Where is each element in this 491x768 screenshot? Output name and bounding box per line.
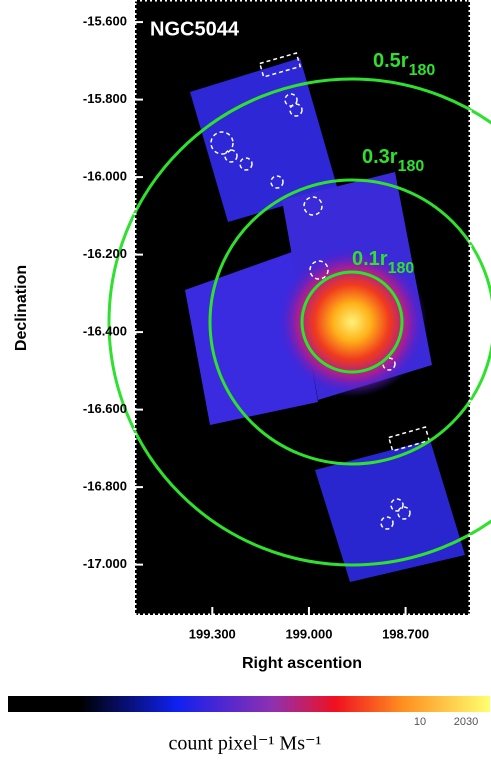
annotation: 0.3r180 bbox=[362, 146, 424, 175]
radius-circles bbox=[107, 77, 491, 567]
annotations: 0.5r180 0.3r180 0.1r180 bbox=[352, 50, 435, 277]
annotation-text: 0.1r bbox=[352, 248, 388, 270]
y-tick-label: -15.600 bbox=[83, 14, 127, 29]
y-tick-label: -16.600 bbox=[83, 401, 127, 416]
y-tick-label: -15.800 bbox=[83, 91, 127, 106]
y-tick-label: -16.200 bbox=[83, 246, 127, 261]
annotation: 0.1r180 bbox=[352, 248, 414, 277]
y-tick-label: -17.000 bbox=[83, 556, 127, 571]
colorbar-label: count pixel⁻¹ Ms⁻¹ bbox=[168, 733, 321, 755]
y-axis-label: Declination bbox=[13, 265, 30, 351]
x-axis-label: Right ascention bbox=[242, 655, 362, 672]
emission-core bbox=[277, 247, 427, 397]
y-tick-label: -16.800 bbox=[83, 479, 127, 494]
annotation-sub: 180 bbox=[409, 62, 436, 79]
x-tick-label: 198.700 bbox=[382, 626, 429, 641]
tile bbox=[190, 58, 338, 222]
annotation: 0.5r180 bbox=[373, 50, 435, 79]
colorbar bbox=[8, 696, 490, 712]
tile bbox=[315, 440, 465, 582]
annotation-text: 0.3r bbox=[362, 146, 398, 168]
annotation-sub: 180 bbox=[398, 158, 425, 175]
x-tick-label: 199.300 bbox=[189, 626, 236, 641]
y-tick-label: -16.400 bbox=[83, 324, 127, 339]
colorbar-tick-label: 10 bbox=[414, 716, 426, 728]
y-tick-label: -16.000 bbox=[83, 169, 127, 184]
annotation-sub: 180 bbox=[388, 260, 415, 277]
point-sources bbox=[210, 52, 431, 530]
x-tick-label: 199.000 bbox=[285, 626, 332, 641]
chart-title: NGC5044 bbox=[150, 18, 240, 40]
annotation-text: 0.5r bbox=[373, 50, 409, 72]
colorbar-tick-label: 2030 bbox=[454, 716, 478, 728]
